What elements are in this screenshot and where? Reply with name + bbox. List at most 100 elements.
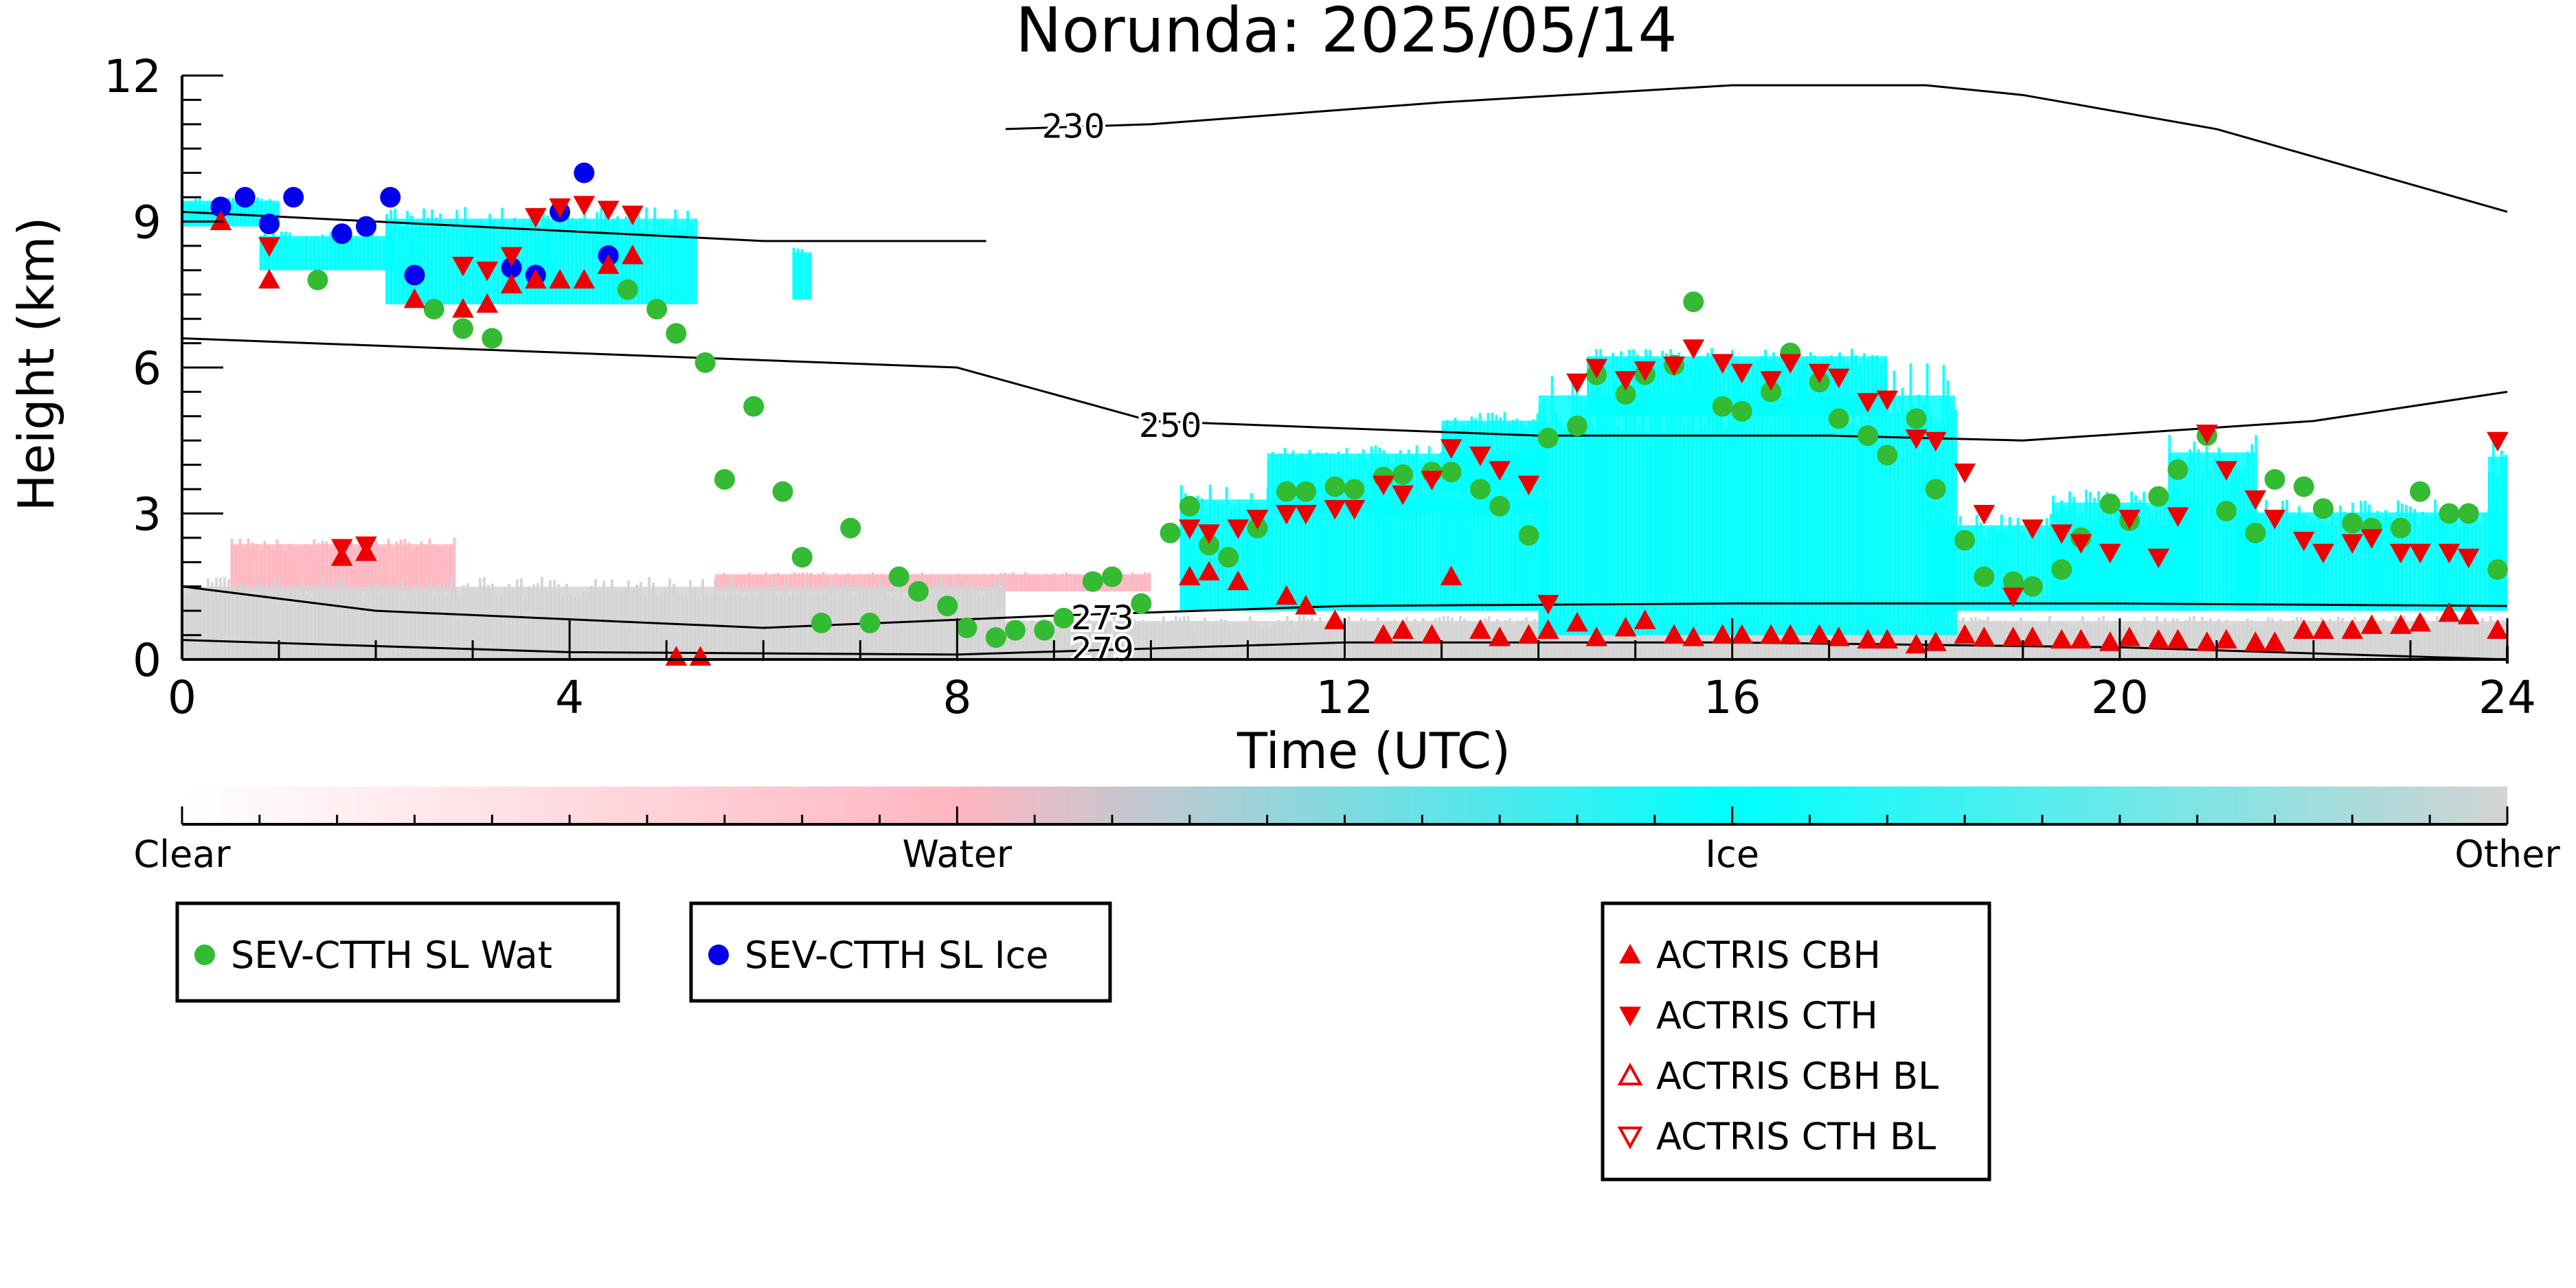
y-axis-label: Height (km) [8, 217, 65, 512]
data-point [2215, 629, 2237, 649]
data-point [453, 318, 474, 339]
data-point [549, 269, 571, 289]
x-tick-label: 0 [168, 671, 196, 724]
data-point [1227, 519, 1250, 539]
data-point [1053, 607, 1074, 629]
data-point [2245, 522, 2266, 543]
legend-label: SEV-CTTH SL Wat [231, 934, 552, 977]
data-point [1566, 373, 1588, 394]
data-point [1857, 425, 1879, 447]
data-point [1227, 570, 1250, 591]
data-point [1276, 481, 1297, 502]
data-point [1372, 475, 1394, 496]
curtain-block-ice [2487, 437, 2507, 611]
axes: 0 3 6 9 12 0 4 8 12 16 20 24 [104, 50, 2536, 724]
contour-line [182, 210, 986, 242]
data-point [985, 627, 1006, 648]
data-point [2264, 468, 2285, 490]
data-point [1295, 595, 1317, 615]
y-tick-label: 3 [133, 488, 161, 541]
data-point [1440, 565, 1462, 586]
data-point [1179, 495, 1200, 517]
data-point [666, 323, 687, 344]
data-point [888, 566, 909, 587]
data-point [1517, 624, 1540, 644]
x-tick-label: 20 [2091, 671, 2149, 724]
legend-marker [194, 945, 215, 965]
data-point [1421, 471, 1443, 490]
legend-actris: ACTRIS CBH ACTRIS CTH ACTRIS CBH BL ACTRIS … [1601, 901, 1991, 1182]
data-point [714, 468, 735, 490]
data-point [258, 269, 280, 289]
legend-label: ACTRIS CBH BL [1656, 1054, 1939, 1098]
data-point [1760, 371, 1782, 391]
data-point [1779, 354, 1802, 374]
data-point [234, 187, 256, 208]
data-point [2002, 571, 2024, 592]
data-point [1392, 619, 1414, 639]
data-point [1761, 381, 1782, 403]
data-point [694, 352, 716, 373]
contour-label-273: 273 [1071, 599, 1134, 637]
data-point [811, 612, 832, 633]
contour-line-230 [1005, 84, 2507, 213]
data-point [1295, 505, 1317, 525]
data-point [1731, 400, 1752, 422]
curtain-block-ice [259, 231, 396, 271]
y-tick-label: 6 [133, 342, 161, 395]
chart-title: Norunda: 2025/05/14 [1015, 0, 1677, 67]
data-point [1905, 633, 1928, 654]
data-point [1973, 626, 1996, 646]
legend-marker [1619, 1006, 1641, 1027]
x-tick-label: 8 [942, 671, 971, 724]
data-point [524, 269, 547, 289]
data-point [2360, 529, 2383, 549]
data-point [1178, 565, 1201, 586]
data-point [331, 223, 352, 245]
data-point [476, 293, 499, 313]
data-point [1779, 624, 1802, 644]
data-point [1954, 624, 1976, 644]
data-point [1634, 609, 1656, 629]
data-point [307, 269, 328, 291]
data-point [2119, 626, 2140, 646]
data-point [1489, 461, 1511, 481]
data-point [956, 617, 978, 638]
data-point [2341, 534, 2364, 554]
data-point [2022, 576, 2043, 597]
data-point [403, 288, 426, 308]
data-point [2390, 543, 2412, 564]
data-point [2215, 461, 2237, 481]
data-point [2390, 614, 2412, 634]
data-point [2147, 548, 2170, 569]
data-point [1711, 624, 1734, 644]
data-point [1711, 354, 1734, 374]
data-point [1421, 624, 1443, 644]
data-point [1324, 609, 1346, 629]
data-point [2312, 619, 2334, 639]
data-point [2410, 481, 2431, 502]
data-point [617, 279, 638, 300]
data-point [1440, 439, 1462, 459]
legend-sev-ice: SEV-CTTH SL Ice [689, 901, 1112, 1003]
data-point [1489, 626, 1511, 646]
x-tick-label: 24 [2478, 671, 2536, 724]
data-point [2439, 503, 2460, 524]
legends: SEV-CTTH SL Wat SEV-CTTH SL Ice ACTRIS CBH… [175, 901, 1991, 1182]
data-point [1857, 393, 1879, 413]
series-actris-cbh [210, 210, 2509, 666]
legend-label: SEV-CTTH SL Ice [745, 934, 1049, 977]
data-point [840, 517, 861, 539]
data-point [404, 264, 425, 286]
contour-label-279: 279 [1071, 631, 1134, 669]
data-point [1682, 626, 1705, 646]
data-point [1877, 444, 1898, 466]
data-point [2119, 510, 2140, 530]
data-point [1876, 390, 1899, 411]
data-point [2070, 629, 2092, 649]
contour-label-250: 250 [1139, 407, 1202, 445]
data-point [2195, 631, 2218, 651]
x-axis-label: Time (UTC) [1236, 722, 1511, 780]
legend-marker [708, 945, 729, 965]
data-point [1469, 447, 1491, 466]
